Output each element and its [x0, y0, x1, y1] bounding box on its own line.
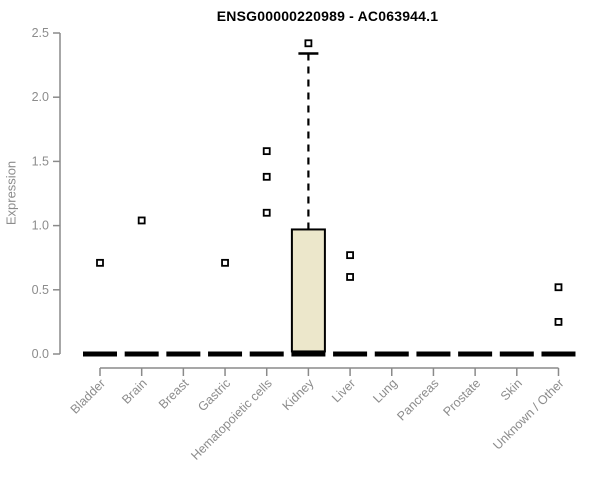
outlier-point-unknown-other — [554, 317, 563, 326]
box-kidney — [290, 228, 326, 353]
median-line-breast — [166, 351, 201, 357]
y-tick-label: 1.0 — [32, 219, 49, 233]
median-line-kidney — [291, 351, 326, 357]
outlier-point-unknown-other — [554, 283, 563, 292]
x-tick-label-skin: Skin — [498, 376, 525, 403]
y-tick-label: 2.0 — [32, 90, 49, 104]
x-tick-label-gastric: Gastric — [195, 376, 233, 414]
median-line-brain — [124, 351, 159, 357]
x-tick-label-breast: Breast — [156, 376, 192, 412]
y-tick-label: 0.5 — [32, 283, 49, 297]
outlier-point-hematopoietic-cells — [262, 172, 271, 181]
x-tick-label-pancreas: Pancreas — [394, 376, 441, 423]
x-tick-label-brain: Brain — [119, 376, 150, 407]
median-line-hematopoietic-cells — [249, 351, 284, 357]
x-tick-label-prostate: Prostate — [440, 376, 483, 419]
x-tick-label-liver: Liver — [329, 376, 358, 405]
chart-title: ENSG00000220989 - AC063944.1 — [216, 8, 439, 24]
median-line-unknown-other — [541, 351, 576, 357]
median-line-gastric — [208, 351, 243, 357]
x-tick-label-kidney: Kidney — [280, 376, 317, 413]
y-tick-label: 1.5 — [32, 154, 49, 168]
median-line-prostate — [458, 351, 493, 357]
median-line-pancreas — [416, 351, 451, 357]
median-line-skin — [499, 351, 534, 357]
outlier-point-kidney — [304, 39, 313, 48]
outlier-point-brain — [137, 216, 146, 225]
x-tick-label-lung: Lung — [370, 376, 400, 406]
x-tick-label-hematopoietic-cells: Hematopoietic cells — [188, 376, 275, 463]
outlier-point-bladder — [96, 258, 104, 267]
outlier-point-hematopoietic-cells — [262, 208, 271, 217]
x-tick-label-unknown-other: Unknown / Other — [490, 376, 566, 452]
median-line-liver — [333, 351, 368, 357]
outlier-point-hematopoietic-cells — [262, 147, 271, 156]
outlier-point-liver — [346, 273, 354, 281]
outlier-point-gastric — [221, 258, 229, 267]
y-tick-label: 0.0 — [32, 347, 49, 361]
median-line-bladder — [83, 351, 117, 357]
outlier-point-liver — [346, 251, 354, 260]
x-tick-label-bladder: Bladder — [68, 376, 108, 416]
y-tick-label: 2.5 — [32, 26, 49, 40]
median-line-lung — [374, 351, 409, 357]
